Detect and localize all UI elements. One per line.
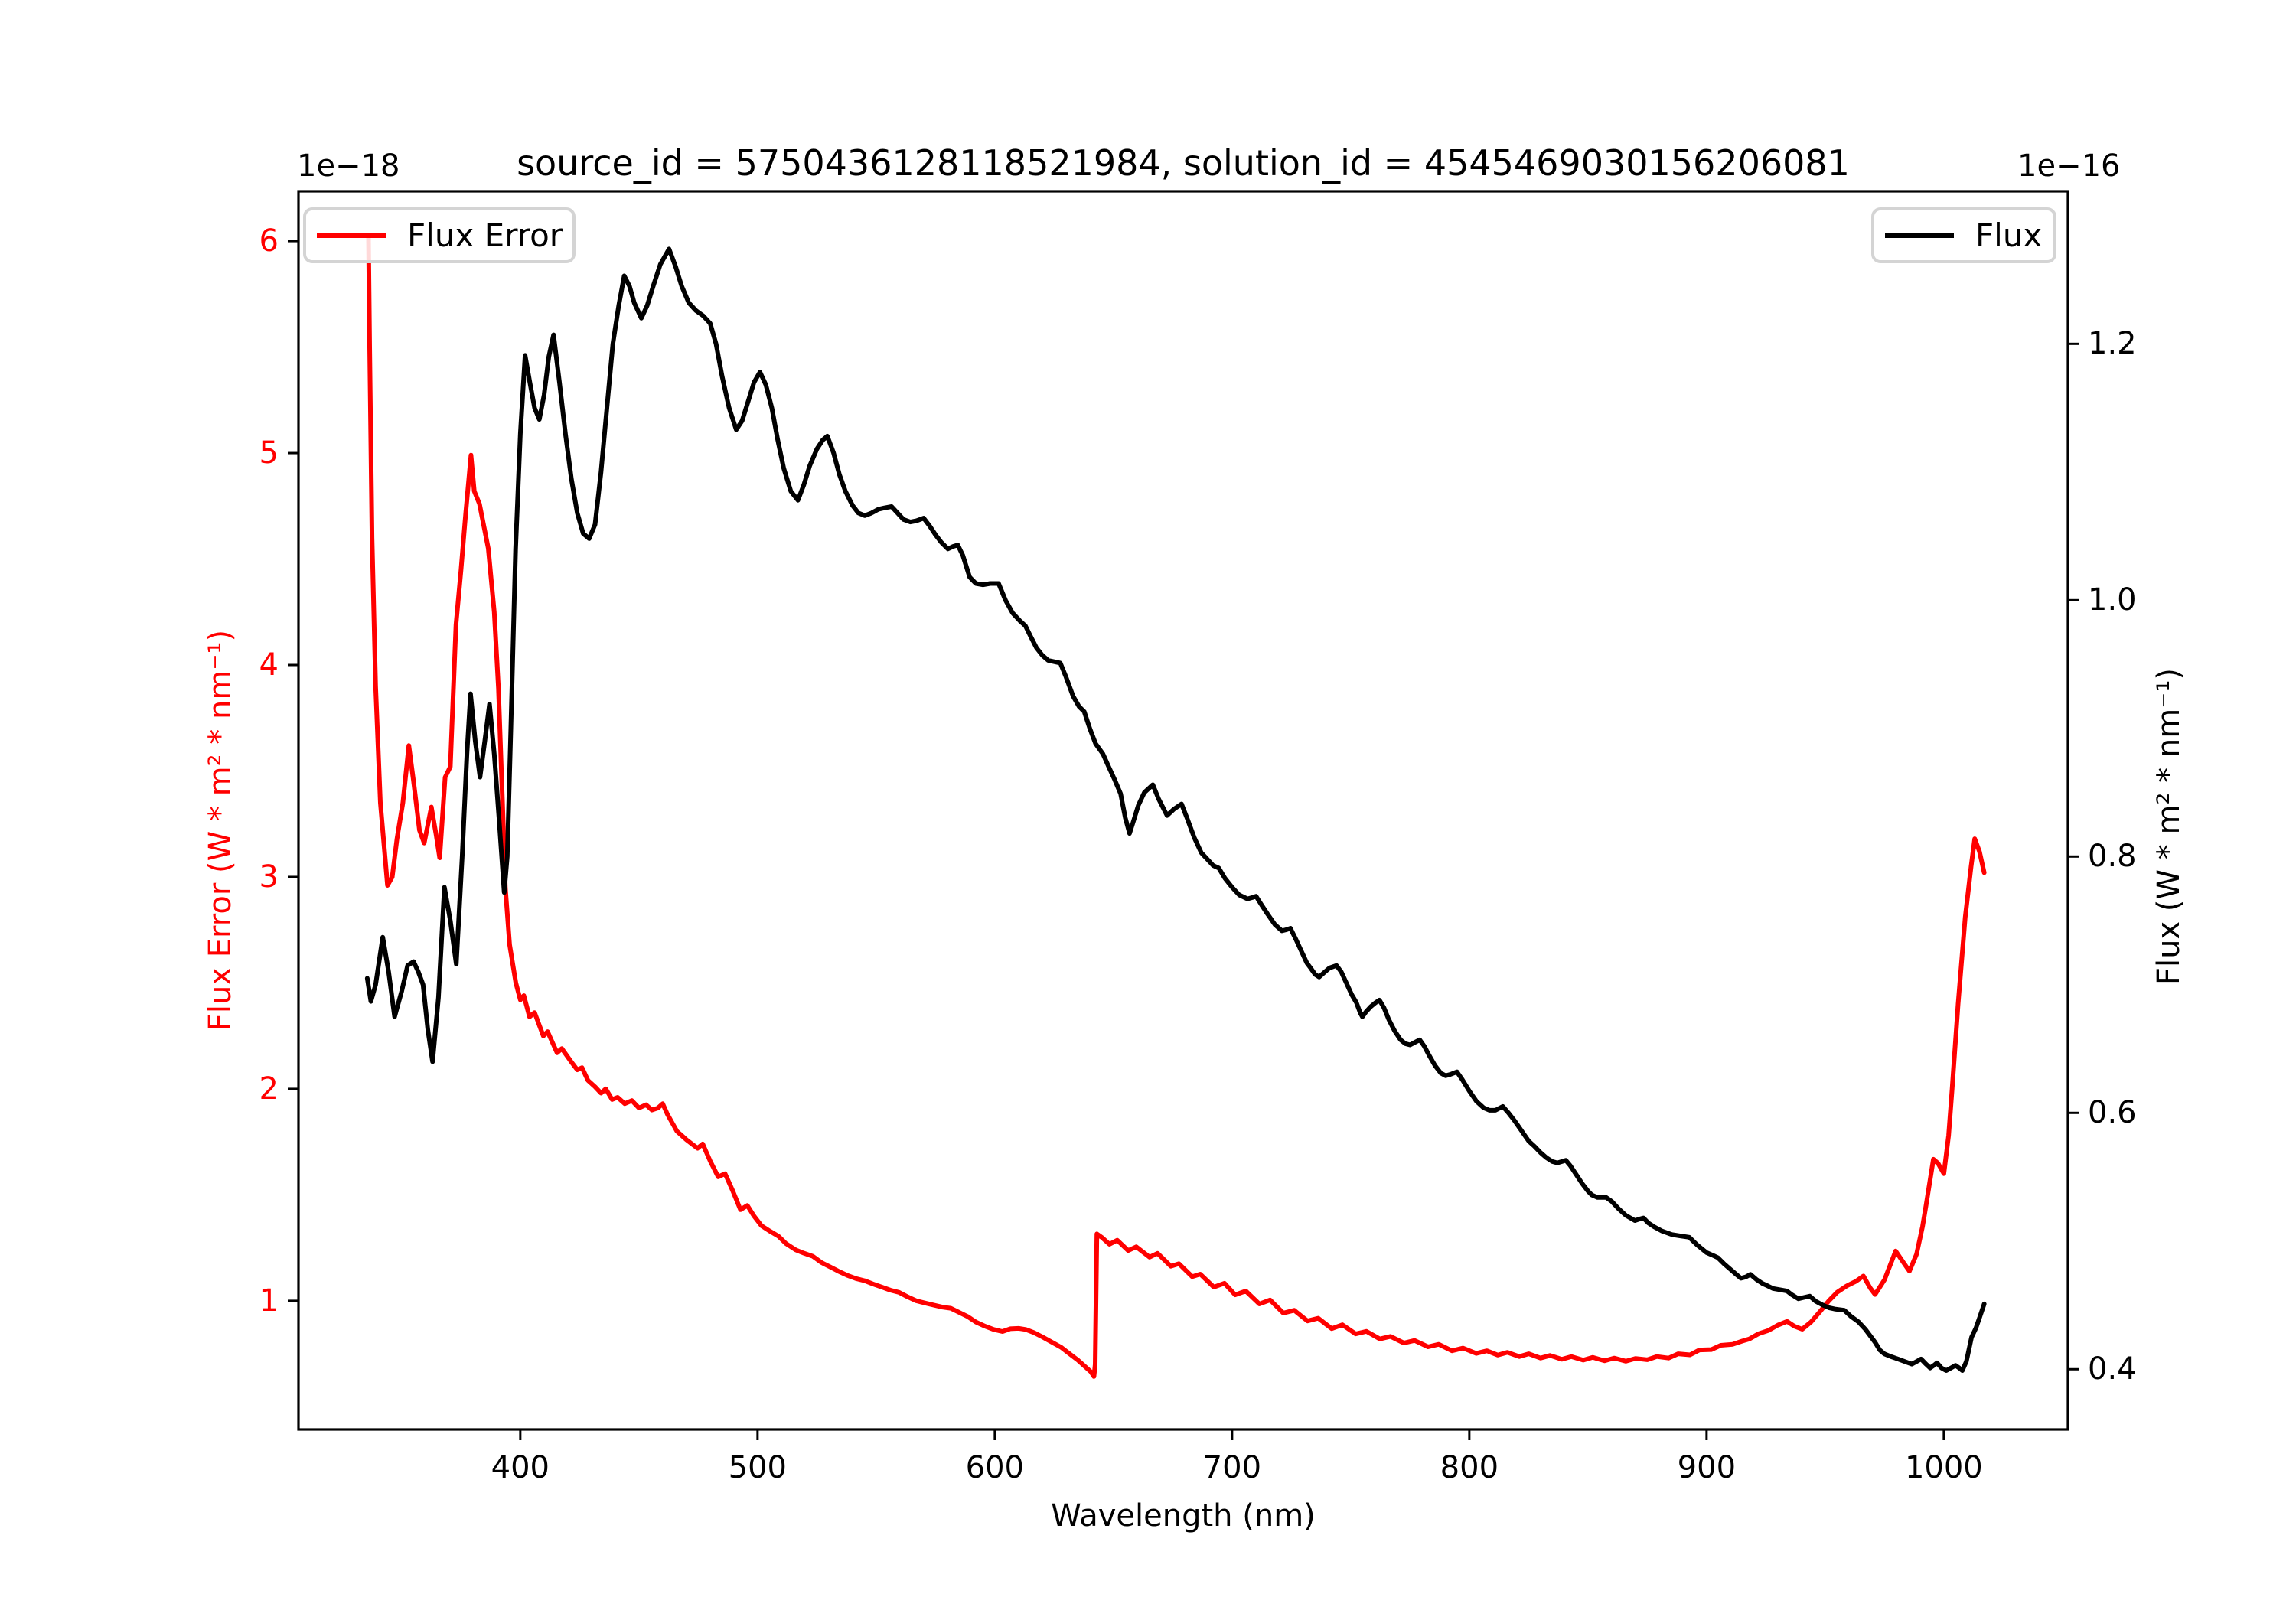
- left-y-tick-label-6: 6: [259, 223, 279, 259]
- chart-title: source_id = 5750436128118521984, solutio…: [517, 142, 1850, 184]
- flux-line-sample: [1885, 233, 1954, 238]
- legend-flux-label: Flux: [1975, 217, 2043, 254]
- left-axis-offset-text: 1e−18: [297, 148, 400, 184]
- left-y-tick-label-1: 1: [259, 1283, 279, 1319]
- right-y-tick-label-1: 1.0: [2088, 582, 2137, 618]
- series-line-flux: [364, 246, 1987, 1373]
- left-y-tick-label-4: 4: [259, 647, 279, 683]
- left-y-axis-label: Flux Error (W * m² * nm⁻¹): [203, 629, 238, 1032]
- x-tick-label-1000: 1000: [1904, 1450, 1983, 1485]
- series-line-flux-error: [366, 234, 1987, 1379]
- x-axis-label: Wavelength (nm): [1051, 1498, 1316, 1534]
- legend-flux-error-label: Flux Error: [407, 217, 563, 254]
- x-tick-label-800: 800: [1440, 1450, 1499, 1485]
- x-tick-label-600: 600: [965, 1450, 1025, 1485]
- flux-error-line-sample: [317, 233, 386, 238]
- x-tick-label-700: 700: [1202, 1450, 1262, 1485]
- right-y-axis-label: Flux (W * m² * nm⁻¹): [2151, 668, 2187, 985]
- legend-flux-error: Flux Error: [303, 207, 576, 263]
- left-y-tick-label-5: 5: [259, 435, 279, 471]
- x-tick-label-400: 400: [491, 1450, 550, 1485]
- right-y-tick-label-0.8: 0.8: [2088, 839, 2137, 875]
- x-tick-label-900: 900: [1677, 1450, 1737, 1485]
- right-y-tick-label-0.6: 0.6: [2088, 1095, 2137, 1131]
- left-y-tick-label-3: 3: [259, 859, 279, 895]
- x-tick-label-500: 500: [728, 1450, 788, 1485]
- right-y-tick-label-1.2: 1.2: [2088, 326, 2137, 362]
- right-axis-offset-text: 1e−16: [2017, 148, 2121, 184]
- axes-spines: [297, 190, 2069, 1431]
- right-y-tick-label-0.4: 0.4: [2088, 1351, 2137, 1387]
- left-y-tick-label-2: 2: [259, 1071, 279, 1107]
- legend-flux: Flux: [1871, 207, 2056, 263]
